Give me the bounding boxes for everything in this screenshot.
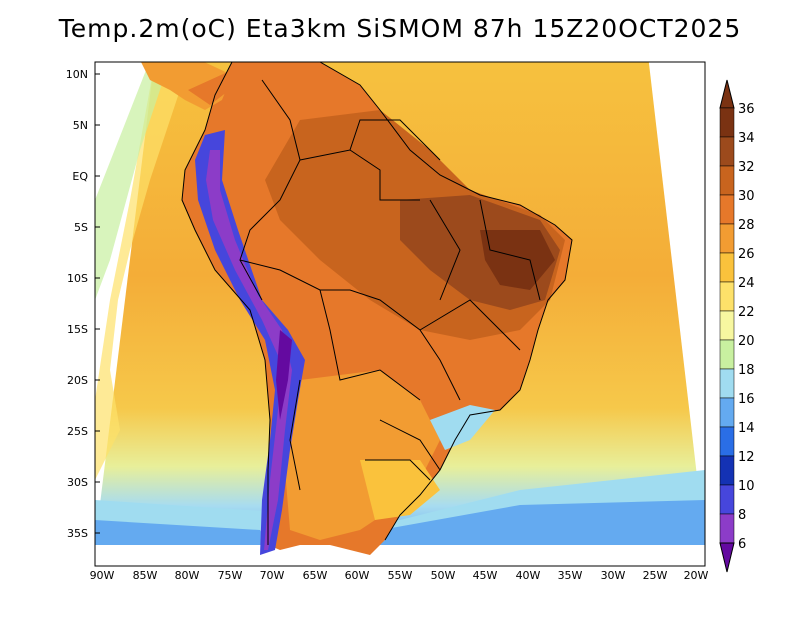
longitude-axis: 90W 85W 80W 75W 70W 65W 60W 55W 50W 45W … xyxy=(90,569,709,582)
colorbar-label: 30 xyxy=(738,189,755,204)
lat-label: 25S xyxy=(67,425,88,438)
lon-label: 65W xyxy=(303,569,328,582)
colorbar-label: 20 xyxy=(738,334,755,349)
colorbar-bottom-arrow xyxy=(719,542,735,573)
colorbar-label: 18 xyxy=(738,363,755,378)
lon-label: 45W xyxy=(473,569,498,582)
colorbar-label: 8 xyxy=(738,508,746,523)
colorbar-label: 28 xyxy=(738,218,755,233)
colorbar-label: 36 xyxy=(738,102,755,117)
colorbar-top-arrow xyxy=(719,79,735,109)
temperature-field xyxy=(95,62,705,555)
lat-label: 5N xyxy=(73,119,88,132)
lat-label: EQ xyxy=(72,170,88,183)
colorbar-label: 12 xyxy=(738,450,755,465)
colorbar-label: 10 xyxy=(738,479,755,494)
colorbar-label: 22 xyxy=(738,305,755,320)
lon-label: 80W xyxy=(175,569,200,582)
lat-label: 30S xyxy=(67,476,88,489)
lon-label: 90W xyxy=(90,569,115,582)
colorbar-label: 34 xyxy=(738,131,755,146)
colorbar-label: 6 xyxy=(738,537,746,552)
lon-label: 75W xyxy=(218,569,243,582)
lon-label: 35W xyxy=(558,569,583,582)
map-frame xyxy=(94,61,706,567)
colorbar-label: 16 xyxy=(738,392,755,407)
lat-label: 35S xyxy=(67,527,88,540)
colorbar-label: 26 xyxy=(738,247,755,262)
colorbar-label: 32 xyxy=(738,160,755,175)
map-title: Temp.2m(oC) Eta3km SiSMOM 87h 15Z20OCT20… xyxy=(58,14,742,43)
lat-label: 15S xyxy=(67,323,88,336)
lon-label: 85W xyxy=(133,569,158,582)
latitude-axis: 10N 5N EQ 5S 10S 15S 20S 25S 30S 35S xyxy=(66,68,100,540)
lat-label: 5S xyxy=(74,221,88,234)
lat-label: 10S xyxy=(67,272,88,285)
lat-label: 10N xyxy=(66,68,88,81)
lon-label: 20W xyxy=(684,569,709,582)
colorbar: 36 34 32 30 28 26 24 22 20 18 16 14 12 1… xyxy=(719,79,755,573)
lon-label: 55W xyxy=(388,569,413,582)
lon-label: 70W xyxy=(260,569,285,582)
lon-label: 25W xyxy=(643,569,668,582)
lon-label: 50W xyxy=(431,569,456,582)
lon-label: 60W xyxy=(345,569,370,582)
lat-label: 20S xyxy=(67,374,88,387)
lon-label: 40W xyxy=(516,569,541,582)
colorbar-label: 14 xyxy=(738,421,755,436)
lon-label: 30W xyxy=(601,569,626,582)
colorbar-label: 24 xyxy=(738,276,755,291)
